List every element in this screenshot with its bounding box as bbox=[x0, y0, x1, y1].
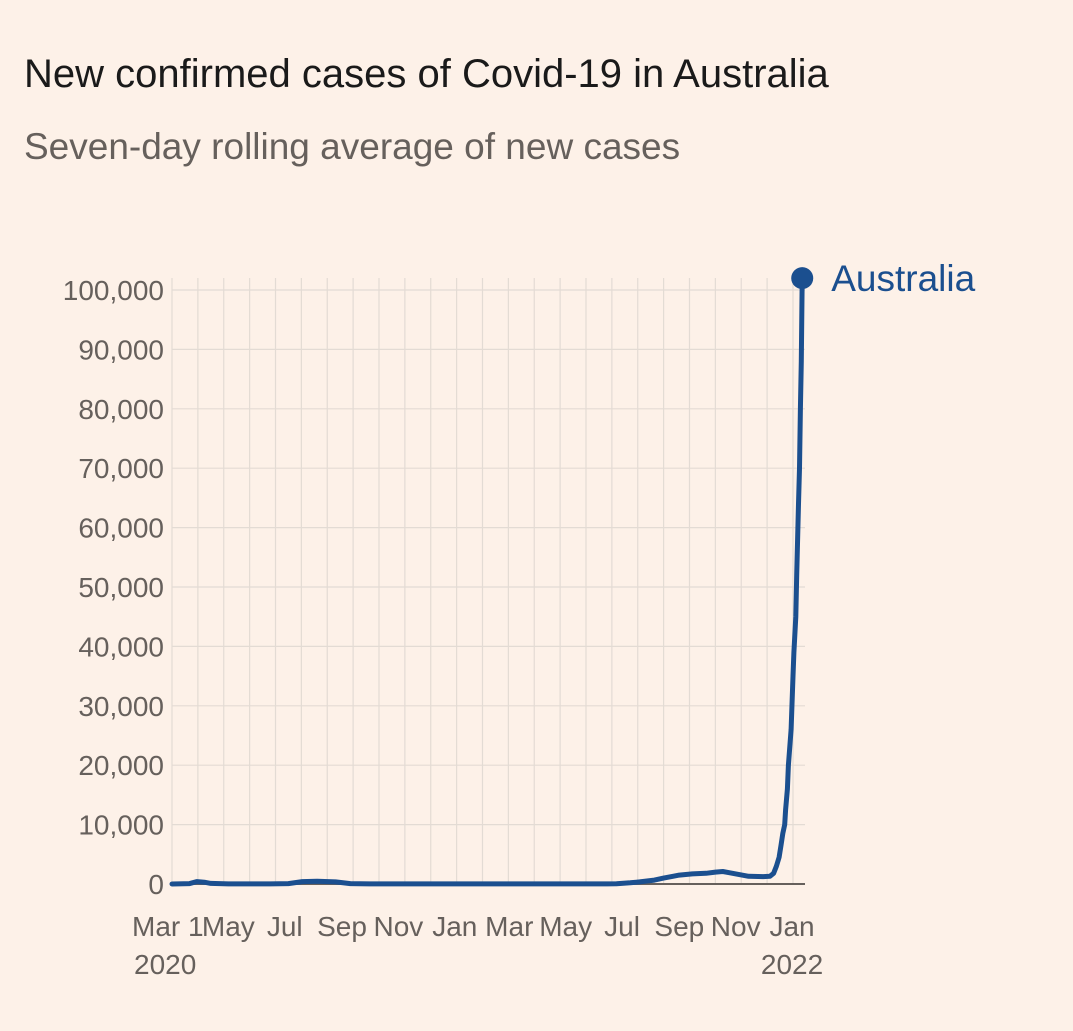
x-tick-label: Sep bbox=[654, 911, 704, 942]
y-tick-label: 20,000 bbox=[78, 750, 164, 781]
x-tick-label: Mar 1 bbox=[132, 911, 204, 942]
y-tick-label: 80,000 bbox=[78, 394, 164, 425]
x-tick-label: Jan bbox=[432, 911, 477, 942]
y-tick-label: 100,000 bbox=[63, 275, 164, 306]
y-tick-label: 70,000 bbox=[78, 453, 164, 484]
x-tick-label: May bbox=[202, 911, 255, 942]
series-label: Australia bbox=[831, 258, 975, 299]
y-tick-label: 10,000 bbox=[78, 810, 164, 841]
x-tick-year-label: 2022 bbox=[761, 949, 823, 980]
y-tick-label: 60,000 bbox=[78, 513, 164, 544]
x-tick-label: Jul bbox=[604, 911, 640, 942]
x-tick-label: Nov bbox=[374, 911, 424, 942]
series-line-australia bbox=[169, 275, 805, 887]
y-tick-label: 0 bbox=[148, 869, 164, 900]
y-tick-label: 30,000 bbox=[78, 691, 164, 722]
chart-title: New confirmed cases of Covid-19 in Austr… bbox=[24, 52, 829, 96]
x-tick-label: Jul bbox=[267, 911, 303, 942]
x-tick-label: May bbox=[539, 911, 592, 942]
x-tick-year-label: 2020 bbox=[134, 949, 196, 980]
y-tick-label: 40,000 bbox=[78, 631, 164, 662]
x-tick-label: Sep bbox=[317, 911, 367, 942]
x-tick-label: Nov bbox=[711, 911, 761, 942]
series-layer: Australia bbox=[169, 258, 976, 887]
y-tick-label: 90,000 bbox=[78, 334, 164, 365]
chart-subtitle: Seven-day rolling average of new cases bbox=[24, 126, 681, 167]
x-tick-label: Jan bbox=[769, 911, 814, 942]
y-tick-label: 50,000 bbox=[78, 572, 164, 603]
grid-layer bbox=[171, 278, 805, 885]
y-axis-ticks: 0 10,000 20,000 30,000 40,000 50,000 60,000 70,… bbox=[63, 275, 164, 900]
x-tick-label: Mar bbox=[485, 911, 533, 942]
series-end-marker bbox=[791, 267, 814, 290]
